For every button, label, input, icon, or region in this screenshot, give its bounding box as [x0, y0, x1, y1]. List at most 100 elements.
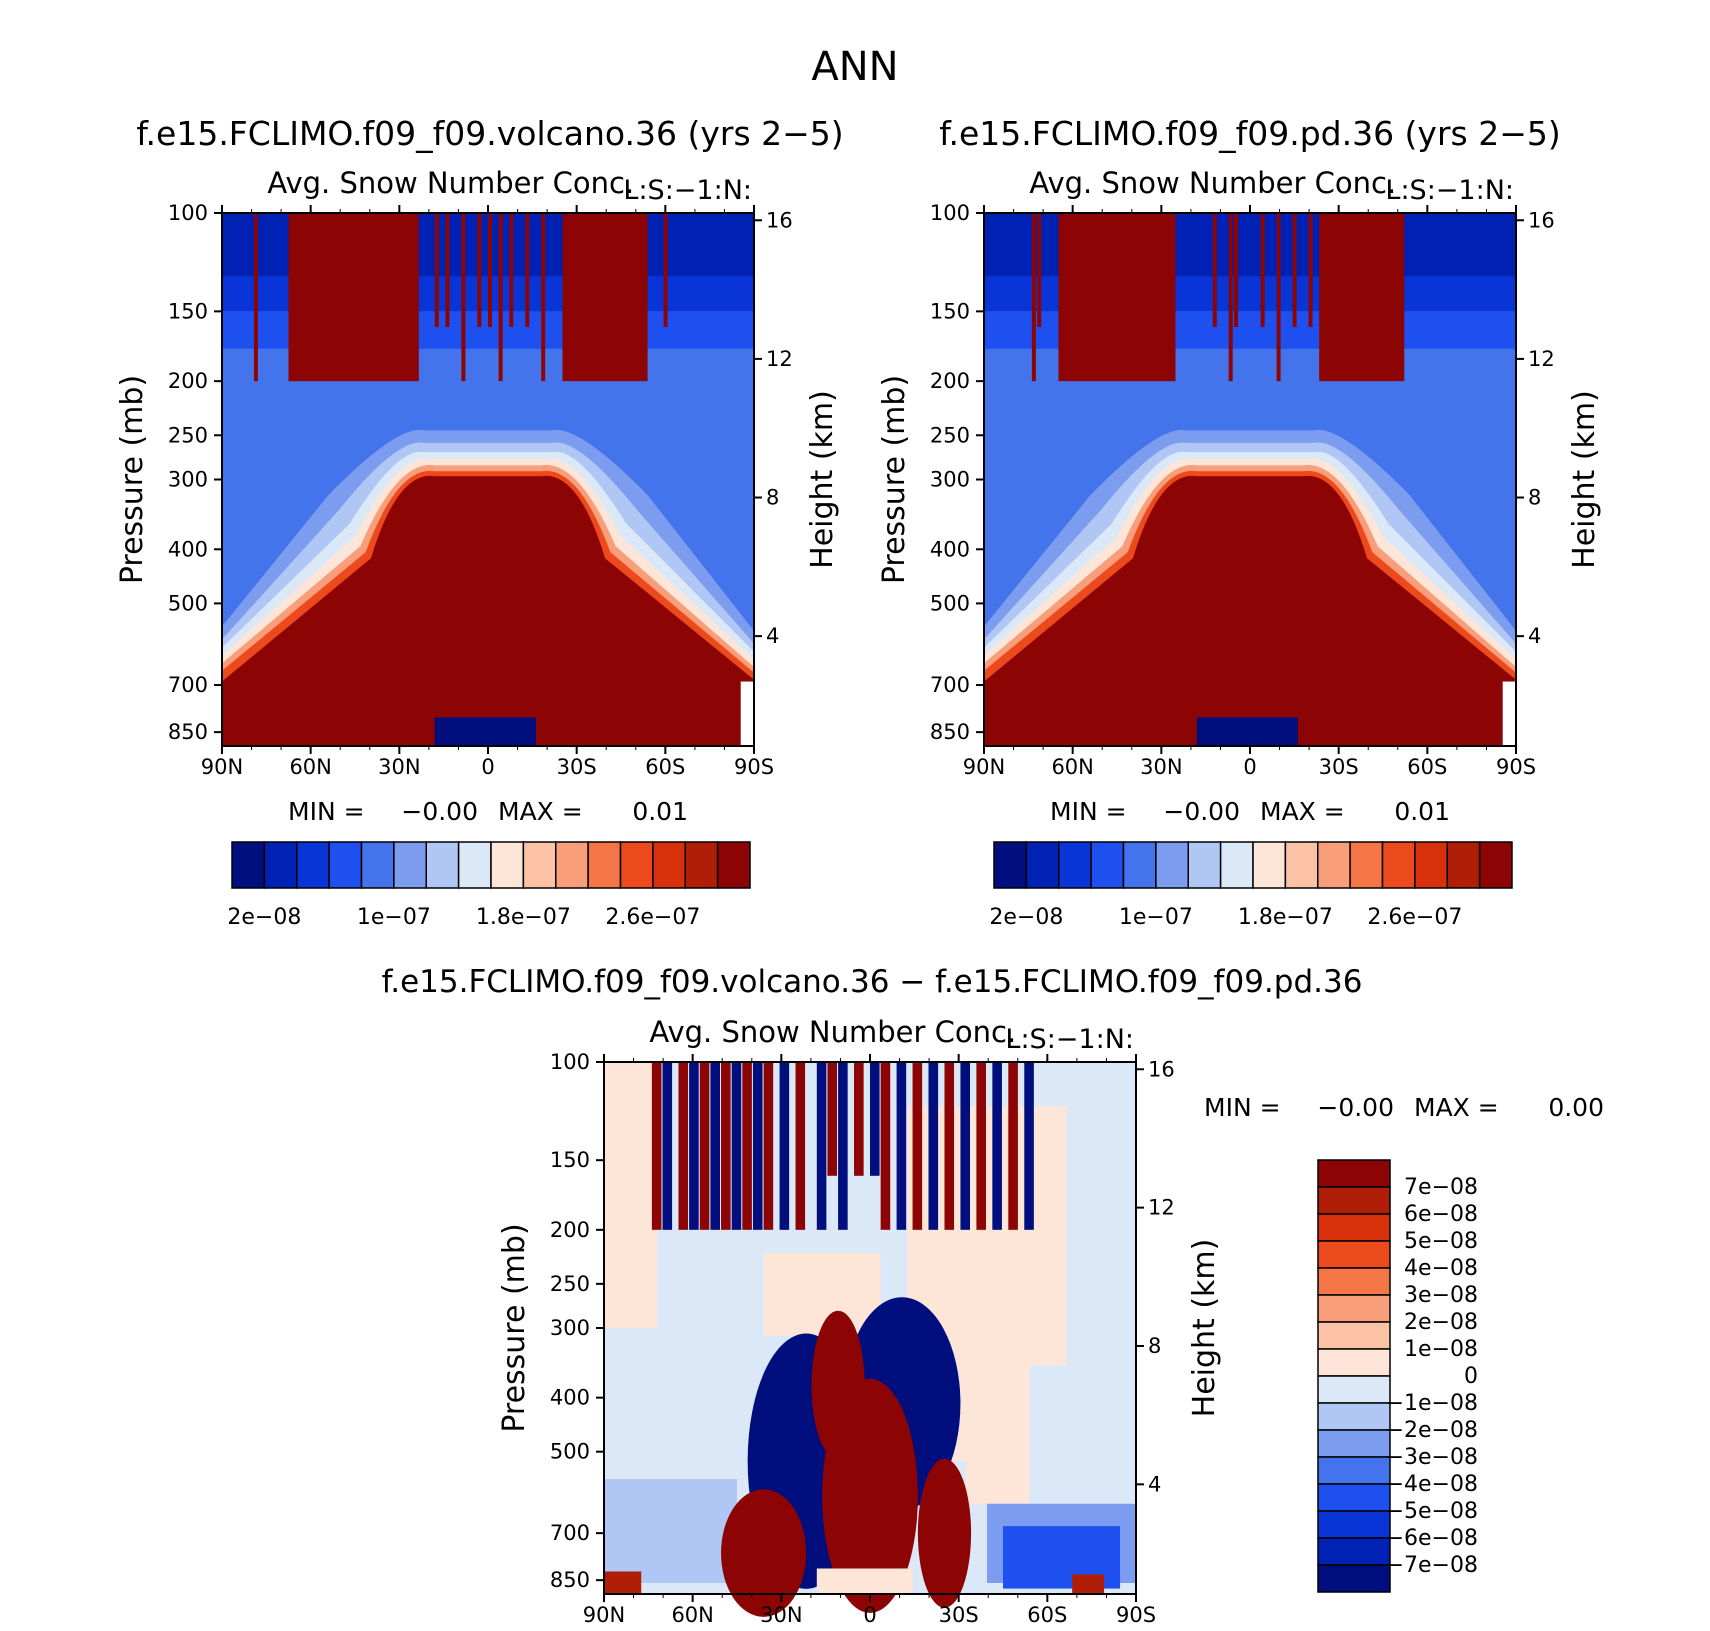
colorbar-swatch: [1155, 841, 1189, 889]
y-tick-label: 100: [168, 201, 208, 225]
colorbar-label: 1.8e−07: [476, 905, 571, 930]
min-value: −0.00: [1163, 797, 1240, 826]
min-value: −0.00: [401, 797, 478, 826]
colorbar-swatch: [1317, 1321, 1391, 1350]
y-tick-label: 700: [550, 1521, 590, 1545]
colorbar: 7e−086e−085e−084e−083e−082e−081e−080−1e−…: [1317, 1159, 1478, 1593]
field-streak: [838, 1062, 848, 1230]
y-tick-label: 850: [168, 720, 208, 744]
x-tick-label: 90S: [1116, 1603, 1156, 1627]
field-streak: [509, 213, 514, 328]
colorbar-label: 3e−08: [1404, 1283, 1478, 1308]
field-streak: [1024, 1062, 1034, 1230]
heatmap-field: [984, 213, 1516, 746]
colorbar-swatch: [393, 841, 427, 889]
field-contour: [816, 1568, 913, 1594]
x-tick-label: 60S: [1407, 755, 1447, 779]
colorbar-swatch: [1317, 841, 1351, 889]
field-streak: [445, 213, 450, 328]
field-contour: [984, 475, 1516, 746]
y-tick-label: 150: [930, 299, 970, 323]
colorbar-swatch: [1381, 841, 1416, 889]
colorbar-swatch: [555, 841, 589, 889]
field-streak: [854, 1062, 864, 1176]
field-streak: [928, 1062, 939, 1230]
field-contour: [721, 1489, 807, 1617]
colorbar-swatch: [425, 841, 460, 889]
colorbar-label: −2e−08: [1386, 1418, 1478, 1443]
panel-difference: f.e15.FCLIMO.f09_f09.volcano.36 − f.e15.…: [382, 964, 1604, 1627]
y-right-tick-label: 12: [1148, 1196, 1175, 1220]
field-contour: [434, 717, 536, 746]
panel-pd: f.e15.FCLIMO.f09_f09.pd.36 (yrs 2−5) 90N 6…: [877, 114, 1602, 930]
x-tick-label: 60N: [671, 1603, 713, 1627]
y-tick-label: 700: [168, 673, 208, 697]
x-tick-label: 30N: [760, 1603, 802, 1627]
colorbar-swatch: [1317, 1564, 1391, 1593]
field-streak: [678, 1062, 689, 1230]
colorbar-label: 1e−07: [357, 905, 431, 930]
field-streak: [742, 1062, 752, 1230]
y-tick-label: 850: [930, 720, 970, 744]
y-tick-label: 300: [930, 468, 970, 492]
field-streak: [1212, 213, 1217, 328]
y-axis-title: Pressure (mb): [497, 1223, 532, 1432]
field-streak: [779, 1062, 790, 1230]
x-tick-label: 30N: [378, 755, 420, 779]
y-tick-label: 400: [930, 537, 970, 561]
colorbar-swatch: [1349, 841, 1384, 889]
field-contour: [1196, 717, 1298, 746]
x-tick-label: 0: [1243, 755, 1256, 779]
field-streak: [1228, 213, 1233, 382]
field-contour: [604, 1062, 658, 1328]
y-tick-label: 100: [930, 201, 970, 225]
y-right-axis-title: Height (km): [1187, 1239, 1222, 1418]
min-label: MIN =: [1204, 1093, 1281, 1122]
y-right-tick-label: 12: [1528, 347, 1555, 371]
field-streak: [477, 213, 482, 328]
colorbar-swatch: [1317, 1294, 1391, 1323]
min-label: MIN =: [288, 797, 365, 826]
colorbar-swatch: [231, 841, 266, 889]
y-tick-label: 250: [930, 423, 970, 447]
colorbar-label: −3e−08: [1386, 1445, 1478, 1470]
x-tick-label: 60S: [1027, 1603, 1067, 1627]
colorbar-swatch: [1090, 841, 1125, 889]
field-contour: [222, 475, 754, 746]
colorbar-swatch: [652, 841, 686, 889]
colorbar-label: 6e−08: [1404, 1202, 1478, 1227]
y-tick-label: 150: [550, 1148, 590, 1172]
field-streak: [1008, 1062, 1018, 1230]
colorbar-swatch: [1414, 841, 1448, 889]
plot-axes: 90N 60N 30N 0 30S 60S 90S 100 150 200 250 300 400 500…: [877, 166, 1602, 779]
colorbar-swatch: [1317, 1483, 1391, 1512]
y-tick-label: 400: [168, 537, 208, 561]
field-streak: [816, 1062, 827, 1230]
colorbar-label: −7e−08: [1386, 1553, 1478, 1578]
field-streak: [541, 213, 546, 382]
field-streak: [1031, 213, 1036, 382]
colorbar-label: 1.8e−07: [1238, 905, 1333, 930]
field-streak: [960, 1062, 971, 1230]
x-tick-label: 0: [863, 1603, 876, 1627]
field-streak: [461, 213, 466, 382]
plot-subtitle: Avg. Snow Number Conc.: [1029, 166, 1396, 200]
colorbar-swatch: [263, 841, 298, 889]
colorbar-swatch: [1025, 841, 1060, 889]
colorbar-swatch: [1317, 1429, 1391, 1458]
plot-units-label: L:S:−1:N:: [623, 175, 752, 206]
plot-axes: 90N 60N 30N 0 30S 60S 90S 100 150 200 250 300 400 500…: [497, 1015, 1222, 1627]
field-streak: [662, 1062, 673, 1230]
plot-subtitle: Avg. Snow Number Conc.: [267, 166, 634, 200]
y-tick-label: 200: [550, 1218, 590, 1242]
panel-title: f.e15.FCLIMO.f09_f09.volcano.36 (yrs 2−5…: [136, 114, 843, 153]
y-right-tick-label: 8: [1148, 1334, 1161, 1358]
colorbar-label: −4e−08: [1386, 1472, 1478, 1497]
y-tick-label: 200: [930, 369, 970, 393]
colorbar-swatch: [328, 841, 363, 889]
field-streak: [827, 1062, 838, 1176]
y-tick-label: 850: [550, 1568, 590, 1592]
colorbar-swatch: [1317, 1213, 1391, 1242]
max-value: 0.01: [632, 797, 688, 826]
colorbar-swatch: [684, 841, 719, 889]
